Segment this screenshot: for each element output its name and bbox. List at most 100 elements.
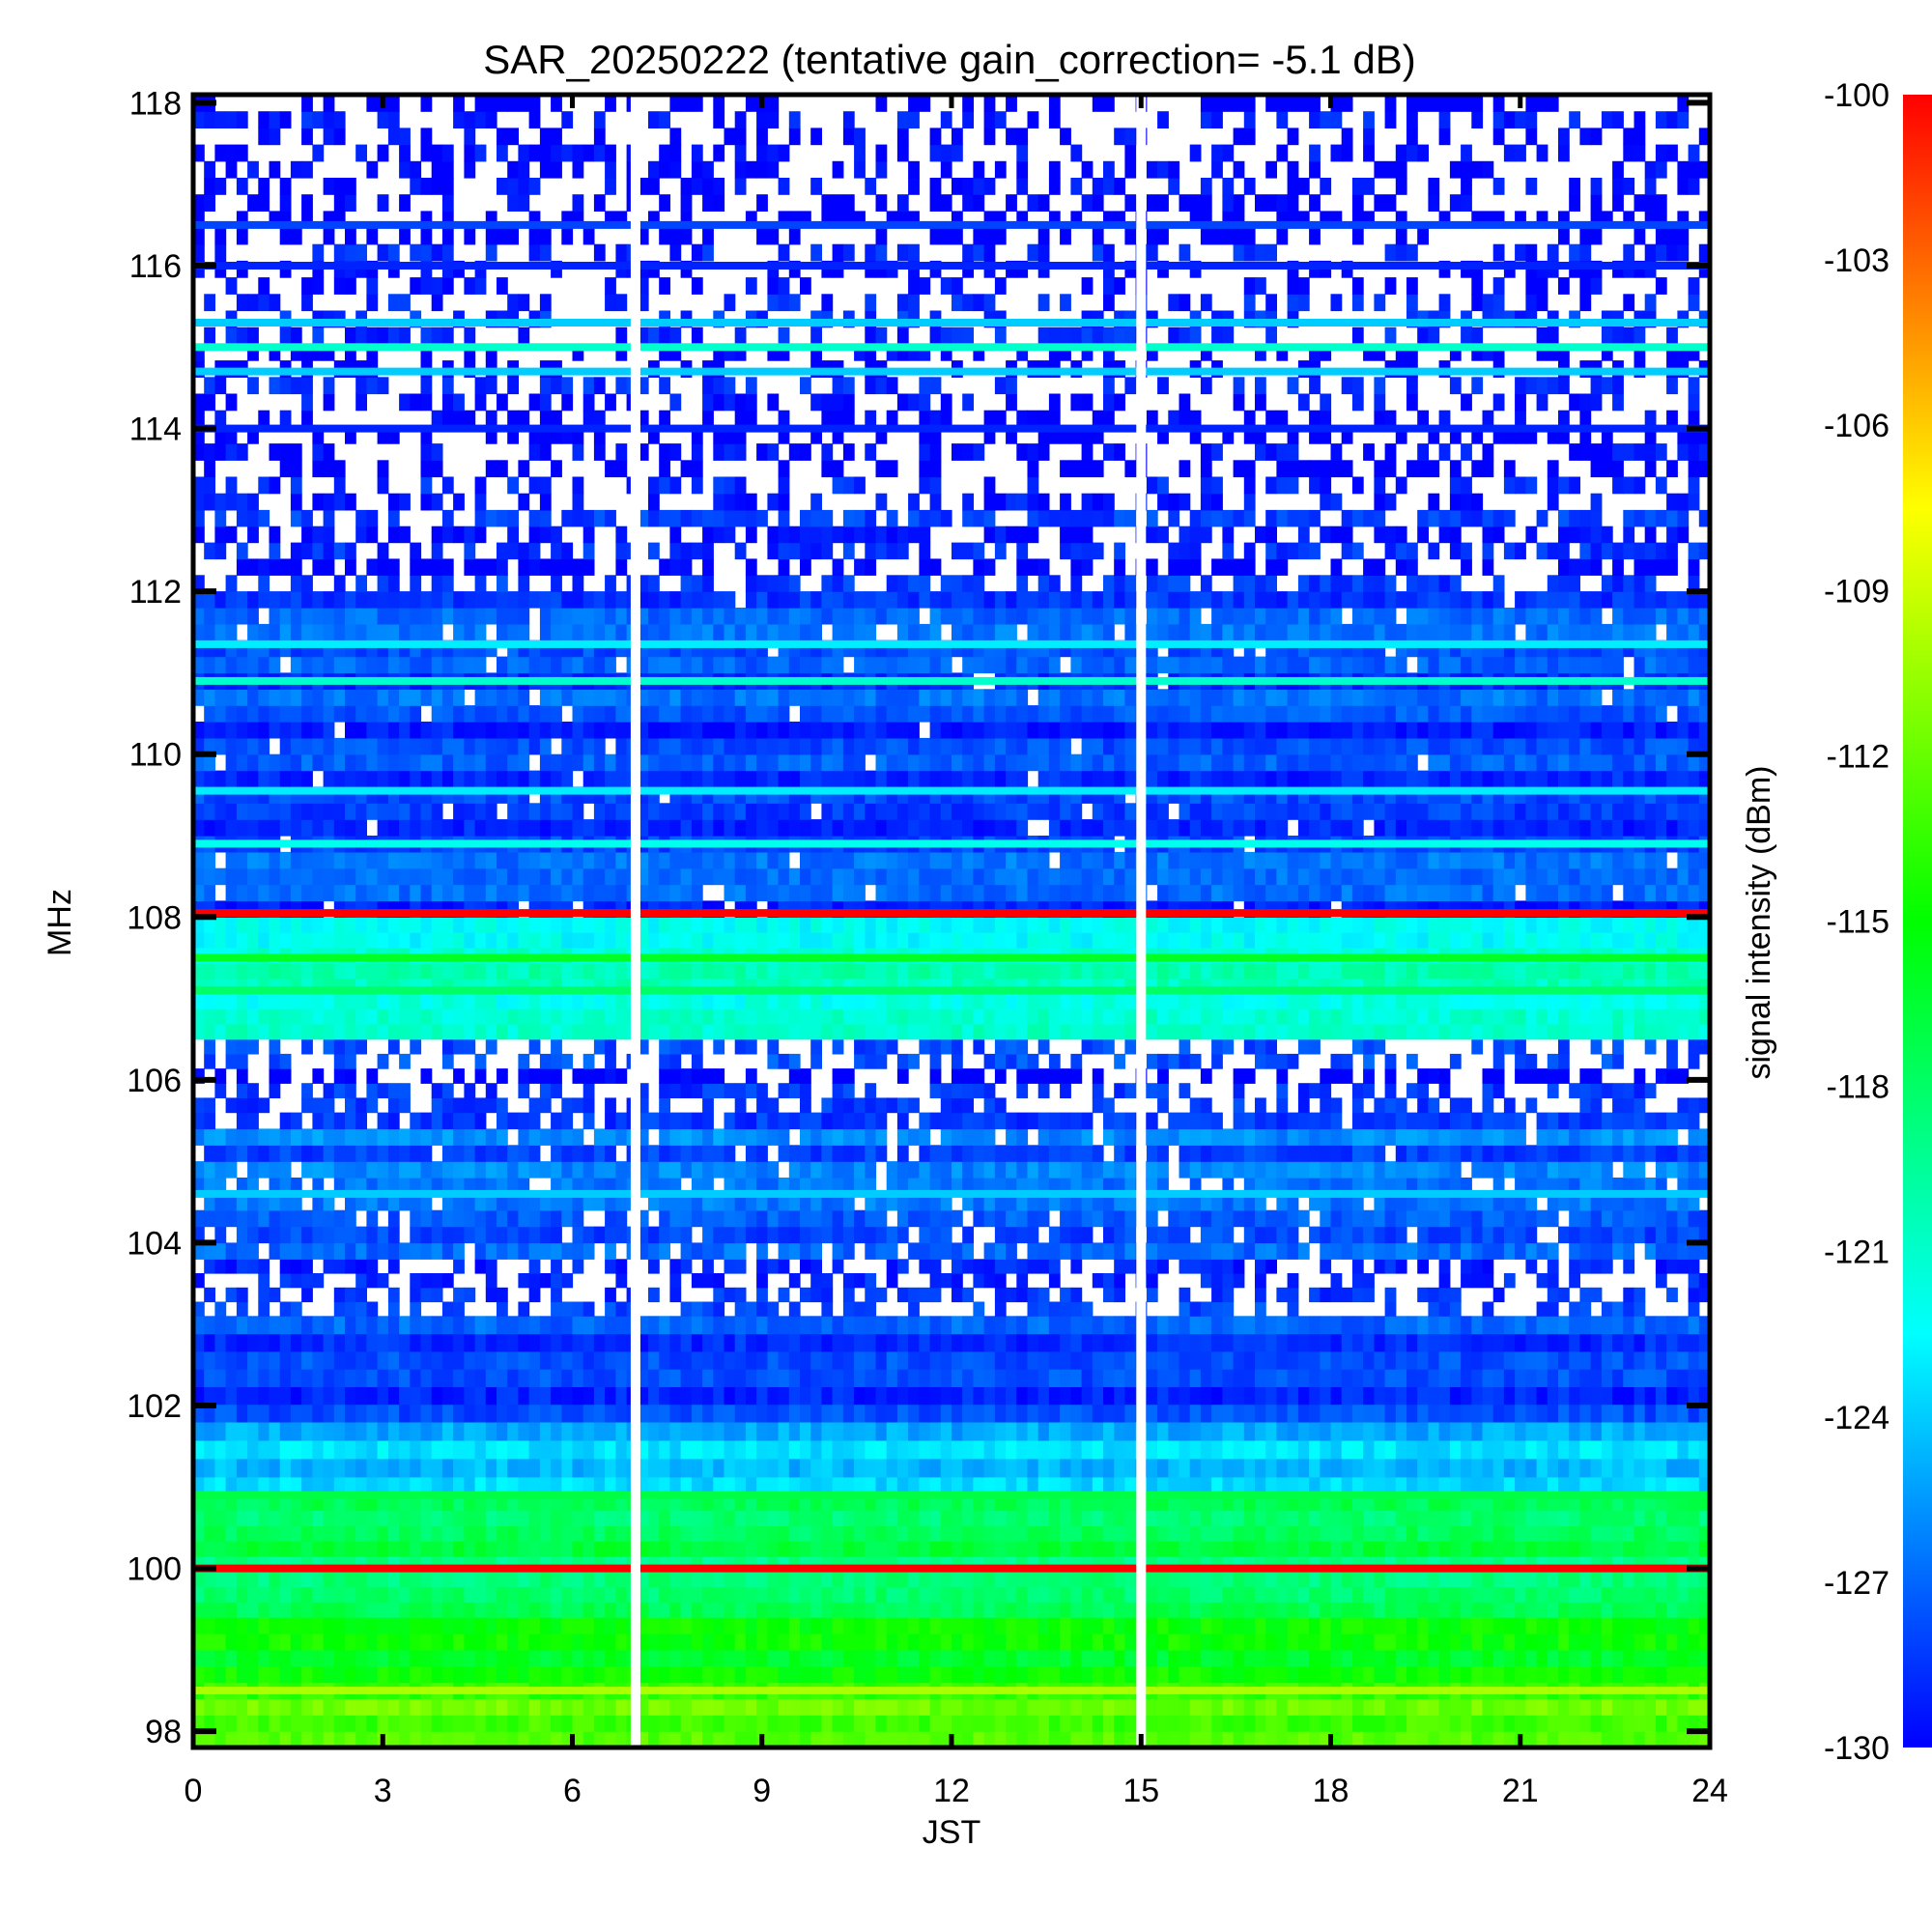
- heatmap-cell: [377, 1602, 389, 1618]
- heatmap-cell: [1590, 1458, 1603, 1478]
- heatmap-cell: [929, 1617, 942, 1634]
- heatmap-cell: [1168, 1242, 1180, 1260]
- heatmap-cell: [800, 1476, 811, 1496]
- heatmap-cell: [854, 1226, 866, 1244]
- heatmap-cell: [1525, 1350, 1538, 1370]
- heatmap-cell: [605, 1386, 616, 1406]
- heatmap-cell: [355, 1602, 367, 1618]
- heatmap-cell: [1222, 1287, 1235, 1303]
- heatmap-cell: [1265, 1161, 1277, 1179]
- heatmap-cell: [1525, 1242, 1538, 1260]
- heatmap-cell: [1634, 1421, 1646, 1441]
- heatmap-cell: [1114, 1209, 1125, 1228]
- heatmap-cell: [832, 1209, 844, 1228]
- heatmap-cell: [312, 1555, 325, 1573]
- heatmap-cell: [1092, 1510, 1104, 1526]
- heatmap-cell: [1320, 1649, 1332, 1667]
- heatmap-cell: [1579, 1259, 1592, 1274]
- heatmap-cell: [615, 1634, 628, 1651]
- heatmap-cell: [453, 1698, 465, 1716]
- heatmap-cell: [756, 1541, 768, 1557]
- heatmap-cell: [204, 1476, 215, 1496]
- heatmap-cell: [355, 1555, 367, 1573]
- heatmap-cell: [1677, 1649, 1690, 1667]
- heatmap-cell: [1449, 1715, 1462, 1732]
- heatmap-cell: [1655, 1525, 1667, 1542]
- heatmap-cell: [1351, 1617, 1364, 1634]
- heatmap-cell: [1341, 1555, 1353, 1573]
- heatmap-cell: [713, 1510, 725, 1526]
- heatmap-cell: [952, 1386, 963, 1406]
- heatmap-cell: [1590, 1476, 1603, 1496]
- heatmap-cell: [854, 1525, 866, 1542]
- heatmap-cell: [323, 1242, 335, 1260]
- heatmap-cell: [1233, 1369, 1245, 1387]
- heatmap-cell: [1525, 1586, 1538, 1603]
- heatmap-cell: [453, 1161, 465, 1179]
- heatmap-cell: [420, 1145, 433, 1162]
- heatmap-cell: [1016, 1494, 1029, 1512]
- heatmap-cell: [507, 1209, 519, 1228]
- heatmap-cell: [258, 1649, 270, 1667]
- heatmap-cell: [312, 1649, 325, 1667]
- heatmap-cell: [1655, 1242, 1667, 1260]
- heatmap-cell: [1146, 1226, 1158, 1244]
- heatmap-cell: [497, 1209, 508, 1228]
- heatmap-cell: [1590, 1316, 1603, 1335]
- heatmap-cell: [1438, 1145, 1451, 1162]
- heatmap-cell: [1048, 1259, 1061, 1274]
- heatmap-cell: [1070, 1386, 1083, 1406]
- heatmap-cell: [1634, 1715, 1646, 1732]
- heatmap-cell: [1092, 1193, 1104, 1211]
- heatmap-cell: [1569, 1301, 1580, 1317]
- heatmap-cell: [1525, 1731, 1538, 1748]
- heatmap-cell: [1243, 1145, 1256, 1162]
- heatmap-cell: [1547, 1571, 1559, 1588]
- heatmap-cell: [1406, 1525, 1418, 1542]
- heatmap-cell: [420, 1649, 433, 1667]
- heatmap-cell: [1612, 1649, 1624, 1667]
- heatmap-cell: [290, 1209, 302, 1228]
- heatmap-cell: [539, 1333, 552, 1352]
- heatmap-cell: [345, 1128, 356, 1146]
- heatmap-cell: [312, 1571, 325, 1588]
- heatmap-cell: [1211, 1634, 1223, 1651]
- heatmap-cell: [420, 1193, 433, 1211]
- heatmap-cell: [875, 1145, 888, 1162]
- heatmap-cell: [1655, 1316, 1667, 1335]
- frequency-band: [193, 1617, 1711, 1684]
- heatmap-cell: [333, 1301, 346, 1317]
- heatmap-cell: [258, 1571, 270, 1588]
- heatmap-cell: [1103, 1698, 1115, 1716]
- heatmap-cell: [756, 1350, 768, 1370]
- heatmap-cell: [528, 1458, 541, 1478]
- heatmap-cell: [940, 1586, 952, 1603]
- heatmap-cell: [301, 1273, 313, 1289]
- heatmap-cell: [821, 1350, 834, 1370]
- heatmap-cell: [854, 1731, 866, 1748]
- heatmap-cell: [387, 1698, 400, 1716]
- heatmap-cell: [1590, 1178, 1603, 1195]
- heatmap-cell: [788, 1715, 801, 1732]
- heatmap-cell: [204, 1510, 215, 1526]
- heatmap-cell: [1070, 1555, 1083, 1573]
- heatmap-cell: [1006, 1571, 1017, 1588]
- heatmap-cell: [204, 1145, 215, 1162]
- heatmap-cell: [312, 1386, 325, 1406]
- heatmap-cell: [497, 1602, 508, 1618]
- heatmap-cell: [1384, 1404, 1397, 1423]
- heatmap-cell: [214, 1301, 227, 1317]
- heatmap-cell: [593, 1634, 606, 1651]
- heatmap-cell: [1006, 1439, 1017, 1460]
- heatmap-cell: [1374, 1571, 1386, 1588]
- heatmap-cell: [420, 1571, 433, 1588]
- heatmap-cell: [582, 1634, 595, 1651]
- heatmap-cell: [214, 1510, 227, 1526]
- heatmap-cell: [1449, 1226, 1462, 1244]
- heatmap-cell: [952, 1316, 963, 1335]
- heatmap-cell: [1146, 1649, 1158, 1667]
- heatmap-cell: [886, 1439, 898, 1460]
- heatmap-cell: [1222, 1209, 1235, 1228]
- heatmap-cell: [204, 1161, 215, 1179]
- heatmap-cell: [377, 1649, 389, 1667]
